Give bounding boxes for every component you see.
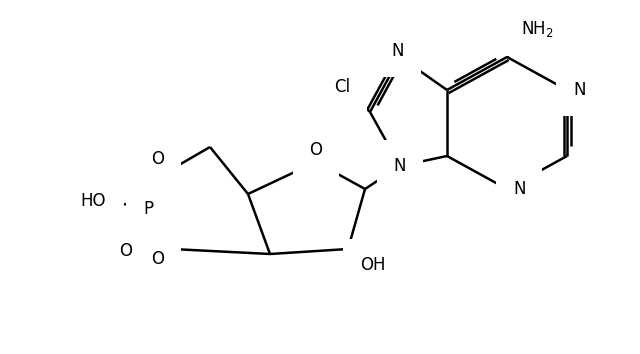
Text: N: N <box>394 157 406 175</box>
Text: N: N <box>392 42 404 60</box>
Text: O: O <box>151 150 164 168</box>
Text: O: O <box>310 141 323 159</box>
Text: N: N <box>513 180 525 198</box>
Text: HO: HO <box>81 192 106 210</box>
Text: O: O <box>120 242 132 260</box>
Text: OH: OH <box>360 256 385 274</box>
Text: Cl: Cl <box>334 78 350 96</box>
Text: P: P <box>143 200 153 218</box>
Text: NH$_2$: NH$_2$ <box>520 19 554 39</box>
Text: N: N <box>573 81 586 99</box>
Text: O: O <box>151 250 164 268</box>
